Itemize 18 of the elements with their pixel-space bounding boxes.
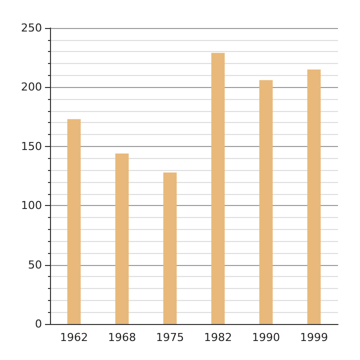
x-tick-label: 1962 xyxy=(60,331,88,344)
bar xyxy=(307,69,321,324)
bar xyxy=(115,154,129,324)
y-tick-label: 50 xyxy=(28,258,42,272)
y-tick-label: 0 xyxy=(35,318,42,330)
x-tick-label: 1968 xyxy=(108,331,136,344)
x-tick-label: 1999 xyxy=(300,331,328,344)
x-tick-label: 1990 xyxy=(252,331,280,344)
x-tick-label: 1975 xyxy=(156,331,184,344)
bar xyxy=(67,119,81,324)
y-tick-label: 200 xyxy=(21,80,42,94)
bar xyxy=(163,172,177,324)
bar xyxy=(211,52,225,324)
bar xyxy=(259,80,273,324)
y-tick-label: 250 xyxy=(21,22,42,34)
y-tick-label: 100 xyxy=(21,199,42,212)
x-tick-label: 1982 xyxy=(204,331,232,344)
y-tick-label: 150 xyxy=(21,140,42,153)
